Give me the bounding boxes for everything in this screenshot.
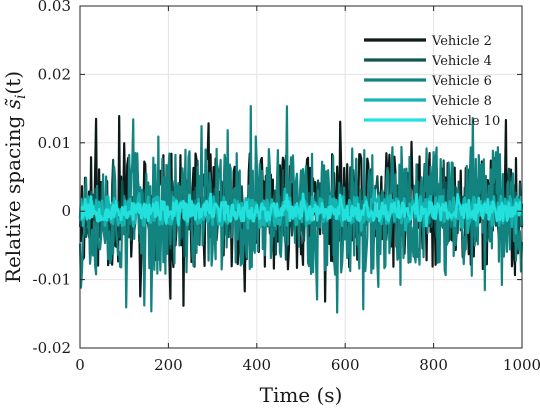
legend: Vehicle 2 Vehicle 4 Vehicle 6 Vehicle 8 Vehi…: [364, 34, 500, 129]
x-tick-label: 0: [75, 356, 85, 374]
x-tick-label: 200: [154, 356, 183, 374]
x-tick-label: 400: [242, 356, 271, 374]
axis-ticks: 0 200 400 600 800 1000 -0.02 -0.01 0 0.01 0.02 0.03: [33, 0, 540, 374]
y-tick-label: 0.01: [38, 134, 71, 152]
x-axis-title: Time (s): [260, 383, 343, 407]
y-axis-title-prefix: Relative spacing: [1, 109, 25, 283]
legend-label: Vehicle 8: [431, 94, 492, 109]
y-tick-label: 0: [61, 202, 71, 220]
series-lines: [78, 105, 524, 314]
series-line-vehicle-6: [78, 105, 524, 314]
y-tick-label: 0.03: [38, 0, 71, 15]
y-axis-title-suffix: (t): [1, 71, 25, 95]
legend-label: Vehicle 2: [431, 34, 492, 49]
plot-frame: [79, 5, 523, 349]
legend-label: Vehicle 6: [431, 74, 492, 89]
y-tick-label: -0.02: [33, 339, 71, 357]
y-axis-title: Relative spacing s̃i(t): [1, 71, 29, 283]
y-axis-title-subscript: i: [13, 95, 29, 99]
y-tick-label: -0.01: [33, 271, 71, 289]
x-tick-label: 600: [331, 356, 360, 374]
x-tick-label: 1000: [503, 356, 540, 374]
series-line-vehicle-10: [79, 192, 524, 228]
legend-label: Vehicle 4: [431, 54, 492, 69]
y-tick-label: 0.02: [38, 65, 71, 83]
y-axis-title-symbol: s̃: [1, 98, 25, 109]
x-tick-label: 800: [419, 356, 448, 374]
legend-label: Vehicle 10: [431, 114, 500, 129]
